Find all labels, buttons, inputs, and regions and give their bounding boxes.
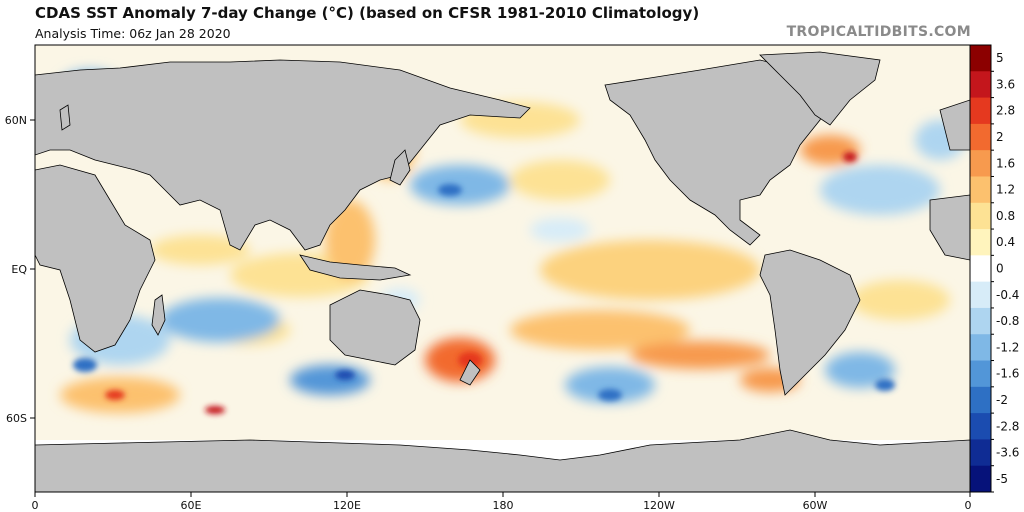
colorbar-label: -5 (996, 472, 1008, 486)
colorbar-label: -2 (996, 393, 1008, 407)
madagascar (151, 294, 166, 336)
colorbar-swatch (970, 281, 991, 309)
europe-right (939, 99, 970, 151)
colorbar-label: 0 (996, 262, 1004, 276)
colorbar-label: 2.8 (996, 104, 1015, 118)
lon-label: 0 (32, 499, 39, 512)
page-title: CDAS SST Anomaly 7-day Change (°C) (base… (35, 4, 700, 22)
lat-label: 60S (6, 412, 27, 425)
colorbar-swatch (970, 176, 991, 204)
south-america (759, 249, 861, 396)
colorbar-label: 1.6 (996, 156, 1015, 170)
longitude-axis: 0 60E 120E 180 120W 60W 0 (32, 492, 972, 512)
colorbar-swatch (970, 97, 991, 125)
lat-label: 60N (5, 114, 27, 127)
colorbar-label: 2 (996, 130, 1004, 144)
colorbar-label: -1.6 (996, 367, 1019, 381)
lat-label: EQ (11, 263, 27, 276)
brand-watermark: TROPICALTIDBITS.COM (786, 24, 971, 40)
colorbar-swatch (970, 439, 991, 467)
colorbar-label: -0.4 (996, 288, 1019, 302)
australia (329, 289, 421, 366)
latitude-axis: 60N EQ 60S (5, 114, 35, 425)
colorbar-swatch (970, 123, 991, 151)
colorbar-swatch (970, 465, 991, 493)
lon-label: 60E (181, 499, 202, 512)
lon-label: 0 (965, 499, 972, 512)
indonesia (299, 254, 412, 281)
colorbar-label: 0.4 (996, 235, 1015, 249)
colorbar-label: 0.8 (996, 209, 1015, 223)
colorbar-swatch (970, 229, 991, 256)
colorbar-swatch (970, 307, 991, 335)
eurasia (35, 59, 531, 251)
colorbar-swatch (970, 413, 991, 440)
new-zealand (459, 359, 481, 386)
japan (389, 149, 411, 186)
colorbar-swatches (970, 45, 991, 493)
west-africa-right (929, 194, 970, 261)
colorbar-frame (969, 44, 992, 493)
colorbar-label: 1.2 (996, 183, 1015, 197)
uk (59, 104, 71, 131)
colorbar-swatch (970, 386, 991, 414)
colorbar-swatch (970, 255, 991, 283)
colorbar-swatch (970, 202, 991, 230)
colorbar-swatch (970, 71, 991, 99)
antarctica (35, 429, 970, 492)
colorbar-swatch (970, 360, 991, 388)
colorbar-swatch (970, 45, 991, 72)
land-masses (35, 51, 970, 492)
colorbar-label: 3.6 (996, 77, 1015, 91)
africa (35, 164, 156, 353)
colorbar-labels: 5 3.6 2.8 2 1.6 1.2 0.8 0.4 0 -0.4 -0.8 -1.2 -1.6 -2 -… (991, 51, 1019, 493)
greenland (759, 51, 881, 126)
colorbar: 5 3.6 2.8 2 1.6 1.2 0.8 0.4 0 -0.4 -0.8 -1.2 -1.6 -2 -… (969, 44, 1019, 493)
colorbar-label: -2.8 (996, 419, 1019, 433)
colorbar-swatch (970, 150, 991, 177)
analysis-time: Analysis Time: 06z Jan 28 2020 (35, 26, 231, 41)
lon-label: 120W (643, 499, 675, 512)
lon-label: 60W (803, 499, 828, 512)
colorbar-label: 5 (996, 51, 1004, 65)
colorbar-label: -0.8 (996, 314, 1019, 328)
lon-label: 180 (493, 499, 514, 512)
lon-label: 120E (333, 499, 361, 512)
colorbar-swatch (970, 334, 991, 362)
colorbar-label: -1.2 (996, 340, 1019, 354)
colorbar-label: -3.6 (996, 446, 1019, 460)
